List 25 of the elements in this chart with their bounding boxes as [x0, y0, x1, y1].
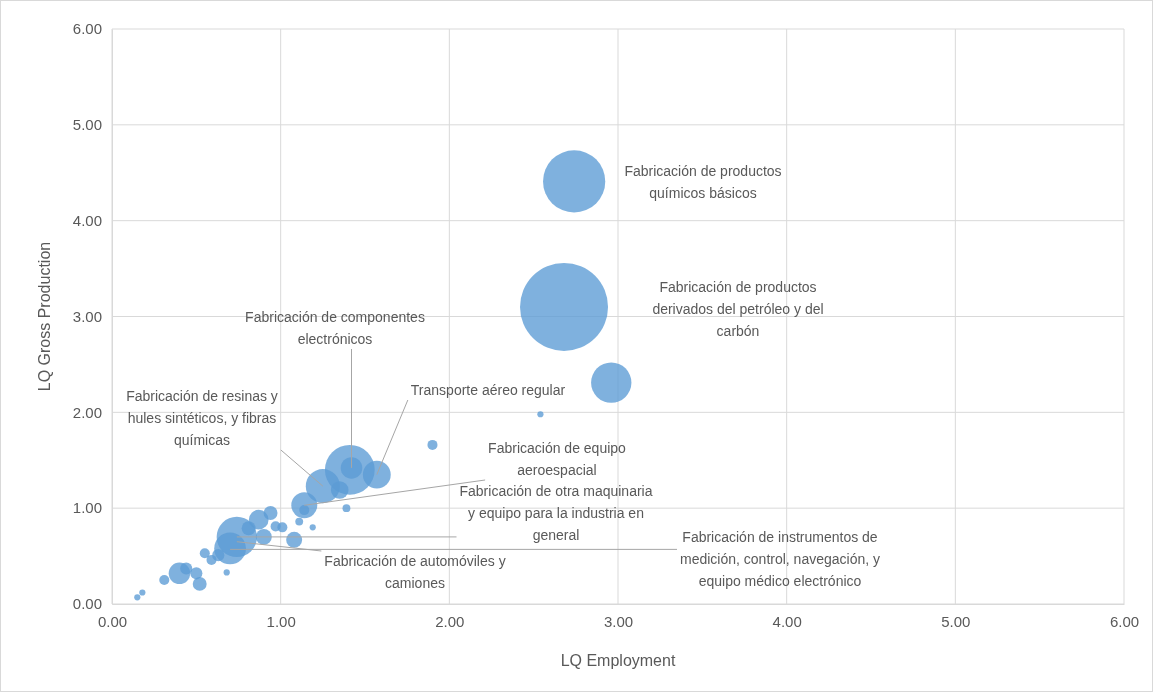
x-tick-label: 3.00: [603, 612, 634, 630]
annotation: Fabricación de productos derivados del petróleo y del carbón: [652, 279, 824, 339]
annotation: Transporte aéreo regular: [410, 382, 566, 398]
y-tick-label: 4.00: [72, 211, 102, 229]
annotation: Fabricación de resinas y hules sintéticos, y fibras químicas: [126, 388, 278, 448]
y-tick-label: 0.00: [72, 595, 102, 613]
x-axis-title: LQ Employment: [560, 652, 676, 669]
annotation: Fabricación de otra maquinaria y equipo para la industria en general: [459, 483, 653, 543]
y-tick-label: 3.00: [72, 307, 102, 325]
x-tick-label: 6.00: [1109, 612, 1140, 630]
y-tick-label: 2.00: [72, 403, 102, 421]
annotation: Fabricación de equipo aeroespacial: [488, 440, 627, 478]
x-tick-label: 0.00: [97, 612, 128, 630]
y-tick-label: 5.00: [72, 116, 102, 134]
annotation: Fabricación de instrumentos de medición, control, navegación, y equipo médico electrónico: [680, 529, 880, 589]
annotation: Fabricación de automóviles y camiones: [324, 553, 506, 591]
y-tick-label: 6.00: [72, 20, 102, 38]
x-tick-label: 2.00: [435, 612, 465, 630]
y-tick-label: 1.00: [72, 499, 102, 517]
x-tick-label: 5.00: [941, 612, 971, 630]
x-tick-label: 1.00: [266, 612, 296, 630]
annotation: Fabricación de productos químicos básicos: [624, 163, 782, 201]
y-axis-title: LQ Gross Production: [36, 241, 53, 392]
annotation: Fabricación de componentes electrónicos: [245, 309, 425, 347]
x-tick-label: 4.00: [772, 612, 802, 630]
